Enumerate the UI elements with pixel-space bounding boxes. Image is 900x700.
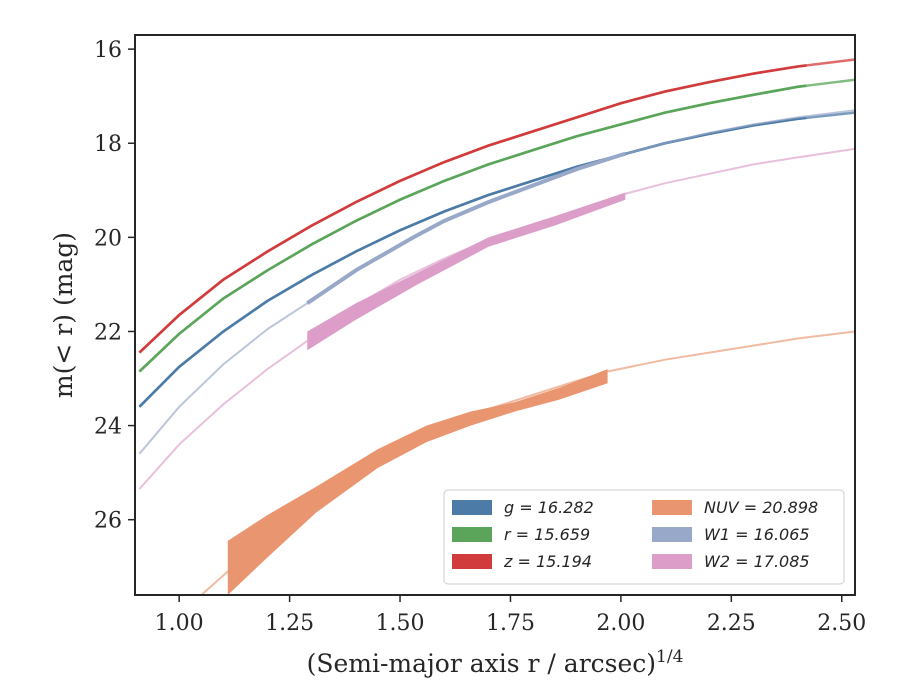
legend-label-3: NUV = 20.898 — [704, 498, 818, 517]
series-3-band — [227, 369, 608, 595]
series-2 — [138, 58, 855, 354]
series-5-band — [307, 192, 626, 351]
legend: g = 16.282 r = 15.659 z = 15.194 NUV = 20.8… — [443, 489, 845, 585]
x-tick-label-2: 1.50 — [376, 611, 425, 636]
series-4-measured — [306, 151, 626, 305]
legend-label-5: W2 = 17.085 — [704, 552, 810, 571]
series-2-line — [138, 58, 855, 354]
y-tick-label-2: 20 — [94, 226, 122, 251]
y-ticks: 16 18 20 22 24 26 — [94, 38, 135, 534]
x-tick-label-1: 1.25 — [265, 611, 314, 636]
x-ticks: 1.00 1.25 1.50 1.75 2.00 2.25 2.50 — [155, 595, 866, 636]
series-1-line — [138, 78, 855, 373]
legend-swatch-1 — [452, 527, 492, 542]
legend-swatch-0 — [452, 500, 492, 515]
legend-swatch-5 — [652, 554, 692, 569]
y-axis-label: m(< r) (mag) — [49, 232, 78, 398]
series-4 — [138, 109, 855, 455]
x-axis-label-superscript: 1/4 — [656, 647, 683, 667]
legend-swatch-3 — [652, 500, 692, 515]
x-tick-label-0: 1.00 — [155, 611, 204, 636]
legend-swatch-2 — [452, 554, 492, 569]
y-tick-label-5: 26 — [94, 509, 122, 534]
x-tick-label-3: 1.75 — [486, 611, 535, 636]
legend-frame — [443, 489, 845, 585]
legend-label-2: z = 15.194 — [503, 552, 592, 571]
series-3 — [200, 330, 855, 595]
x-tick-label-4: 2.00 — [596, 611, 645, 636]
legend-swatch-4 — [652, 527, 692, 542]
plot-frame — [134, 34, 856, 596]
series-1-measured — [138, 84, 807, 373]
y-tick-label-4: 24 — [94, 415, 122, 440]
legend-label-4: W1 = 16.065 — [704, 525, 810, 544]
x-tick-label-5: 2.25 — [707, 611, 756, 636]
x-axis-label: (Semi-major axis r / arcsec)1/4 — [307, 647, 684, 678]
series-5 — [138, 147, 855, 490]
y-tick-label-3: 22 — [94, 320, 122, 345]
series-0-line — [138, 111, 855, 408]
series-layer — [138, 58, 855, 595]
series-0-measured — [138, 116, 807, 408]
y-tick-label-1: 18 — [94, 132, 122, 157]
series-0 — [138, 111, 855, 408]
series-2-measured — [138, 64, 807, 354]
legend-label-1: r = 15.659 — [504, 525, 590, 544]
x-tick-label-6: 2.50 — [817, 611, 866, 636]
legend-label-0: g = 16.282 — [504, 498, 594, 517]
series-1 — [138, 78, 855, 373]
y-tick-label-0: 16 — [94, 38, 122, 63]
